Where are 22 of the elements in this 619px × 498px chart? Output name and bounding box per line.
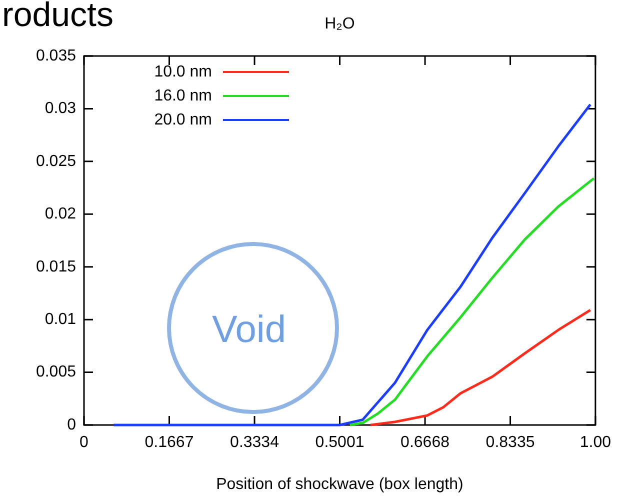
x-tick-label: 0.3334 [230,434,280,452]
y-tick-label: 0.03 [44,100,76,118]
y-tick-label: 0.035 [36,47,76,64]
y-tick-label: 0.01 [44,310,76,328]
y-tick-label: 0.02 [44,206,76,223]
y-tick-label: 0 [67,416,76,434]
legend-label: 10.0 nm [154,63,212,80]
x-tick-label: 0.8335 [486,434,535,452]
x-tick-label: 0.5001 [315,434,364,452]
x-axis-title: Position of shockwave (box length) [216,476,464,493]
x-tick-label: 0.6668 [400,434,450,452]
legend-label: 20.0 nm [154,111,212,128]
annotation: Void [212,309,286,352]
y-tick-label: 0.015 [36,258,76,276]
chart-title: H₂O [324,15,355,32]
y-tick-label: 0.005 [36,364,76,381]
y-tick-label: 0.025 [36,152,76,170]
x-tick-label: 0.1667 [144,434,194,452]
x-tick-label: 0 [80,434,89,452]
x-tick-label: 1.00 [580,434,612,452]
text: roducts [2,0,114,35]
legend-label: 16.0 nm [154,87,212,104]
